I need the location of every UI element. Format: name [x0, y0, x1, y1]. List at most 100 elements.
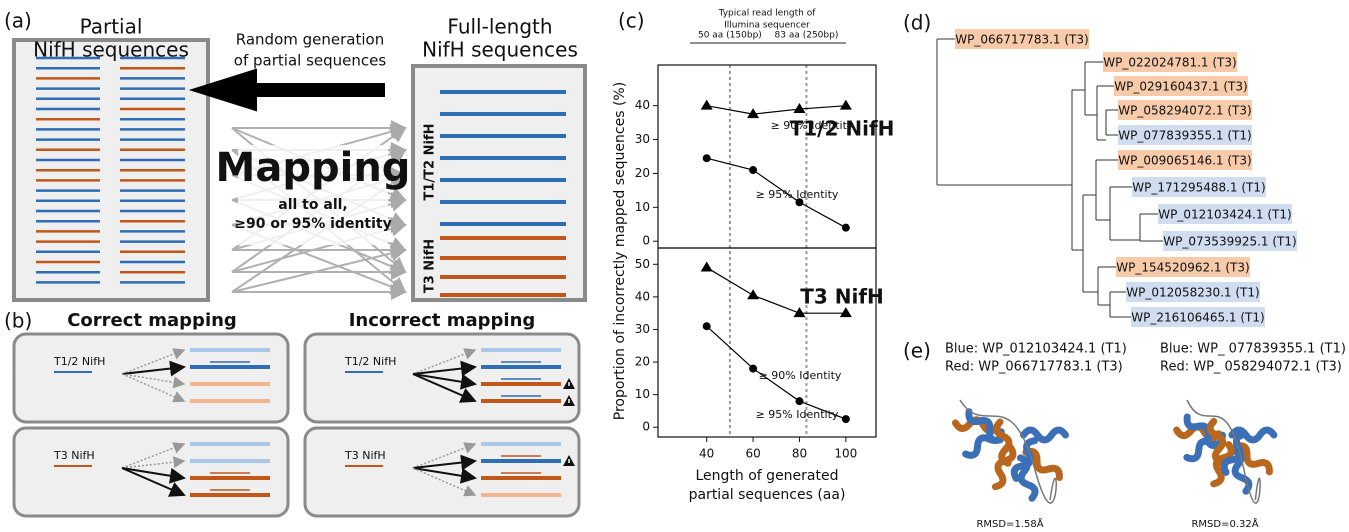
mapping-sub: all to all, — [278, 197, 347, 213]
series-label: ≥ 95% Identity — [756, 408, 839, 421]
y-axis-label: Proportion of incorrectly mapped sequenc… — [612, 82, 628, 420]
leaf-label: WP_029160437.1 (T3) — [1114, 80, 1247, 94]
mapping-text: Mapping — [216, 145, 411, 191]
structure-caption: Blue: WP_ 077839355.1 (T1) — [1160, 342, 1346, 357]
series-line — [706, 267, 846, 314]
helix — [1022, 447, 1063, 482]
arrow — [412, 360, 477, 377]
marker — [795, 397, 804, 406]
leaf-box — [1132, 177, 1266, 197]
x-tick-label: 80 — [792, 447, 807, 461]
arrow — [121, 360, 186, 377]
marker — [793, 307, 806, 318]
leaf-label: WP_077839355.1 (T1) — [1118, 129, 1251, 143]
mapping-arrow — [231, 245, 407, 293]
series-label: ≥ 90% Identity — [771, 119, 854, 132]
marker — [795, 198, 804, 207]
loop — [959, 399, 1057, 504]
leaf-box — [1118, 100, 1252, 120]
helix — [992, 418, 1013, 467]
plot-frame — [657, 247, 877, 438]
read-title: Illumina sequencer — [724, 21, 810, 31]
marker — [793, 103, 806, 114]
title: Partial — [80, 15, 143, 39]
mapping-bg — [238, 145, 388, 245]
leaf-box — [1131, 307, 1265, 327]
arrow — [412, 442, 477, 469]
vline-label: 50 aa (150bp) — [698, 31, 762, 41]
arrow — [412, 373, 477, 390]
series-label: ≥ 90% Identity — [759, 369, 842, 382]
helix — [1206, 417, 1227, 467]
caption: Random generation — [236, 31, 384, 49]
leaf-label: WP_022024781.1 (T3) — [1103, 56, 1236, 70]
y-tick-label: 50 — [635, 257, 650, 271]
y-tick-label: 30 — [635, 132, 650, 146]
arrow — [121, 442, 186, 469]
y-tick-label: 0 — [642, 234, 650, 248]
arrow — [121, 373, 186, 389]
structure-caption: Blue: WP_012103424.1 (T1) — [945, 342, 1127, 357]
helix — [1020, 426, 1069, 444]
marker — [839, 307, 852, 318]
helix — [965, 408, 1004, 444]
panel-label: (c) — [618, 9, 645, 33]
arrow — [412, 373, 477, 403]
title: Full-length — [447, 15, 552, 39]
structure-caption: Red: WP_ 058294072.1 (T3) — [1160, 360, 1342, 375]
rmsd: RMSD=0.32Å — [1191, 517, 1258, 530]
marker — [749, 364, 758, 373]
structure-caption: Red: WP_066717783.1 (T3) — [945, 360, 1123, 375]
group-label: T1/T2 NifH — [423, 124, 438, 201]
title: Incorrect mapping — [349, 310, 536, 331]
series-line — [706, 105, 846, 115]
marker — [747, 108, 760, 119]
y-tick-label: 10 — [635, 387, 650, 401]
leaf-label: WP_012103424.1 (T1) — [1158, 208, 1291, 222]
leaf-box — [1158, 204, 1292, 224]
arrow — [412, 348, 477, 375]
helix — [1228, 426, 1278, 444]
read-title: Typical read length of — [718, 9, 817, 19]
marker — [702, 322, 711, 331]
x-axis-label: partial sequences (aa) — [689, 487, 846, 503]
y-tick-label: 40 — [635, 98, 650, 112]
series-line — [706, 325, 847, 420]
chart-title: T1/2 NifH — [790, 117, 895, 141]
leaf-box — [1118, 125, 1252, 145]
arrow — [121, 467, 186, 497]
leaf-label: WP_012058230.1 (T1) — [1126, 286, 1259, 300]
leaf-box — [1116, 257, 1250, 277]
arrow — [121, 373, 186, 403]
full-box — [411, 64, 587, 302]
arrow — [121, 348, 186, 375]
leaf-box — [1126, 282, 1260, 302]
helix — [991, 444, 1017, 491]
chart-title: T3 NifH — [800, 285, 884, 309]
leaf-box — [1163, 231, 1297, 251]
arrow — [412, 454, 477, 471]
x-axis-label: Length of generated — [696, 468, 839, 484]
leaf-box — [1118, 150, 1252, 170]
leaf-label: WP_058294072.1 (T3) — [1118, 104, 1251, 118]
x-tick-label: 60 — [745, 447, 760, 461]
big-arrow — [188, 68, 385, 112]
leaf-box — [1103, 52, 1237, 72]
title: NifH sequences — [422, 38, 578, 62]
arrow — [121, 467, 186, 484]
y-tick-label: 10 — [635, 200, 650, 214]
leaf-box — [955, 29, 1089, 49]
caption: of partial sequences — [234, 52, 387, 70]
y-tick-label: 0 — [642, 420, 650, 434]
y-tick-label: 40 — [635, 289, 650, 303]
panel-label: (e) — [903, 339, 931, 363]
group-label: T3 NifH — [423, 239, 438, 293]
marker — [841, 415, 850, 424]
marker — [749, 166, 758, 175]
arrow — [412, 467, 477, 497]
leaf-label: WP_154520962.1 (T3) — [1116, 261, 1249, 275]
x-tick-label: 100 — [834, 447, 857, 461]
leaf-label: WP_073539925.1 (T1) — [1163, 235, 1296, 249]
series-line — [706, 157, 847, 229]
